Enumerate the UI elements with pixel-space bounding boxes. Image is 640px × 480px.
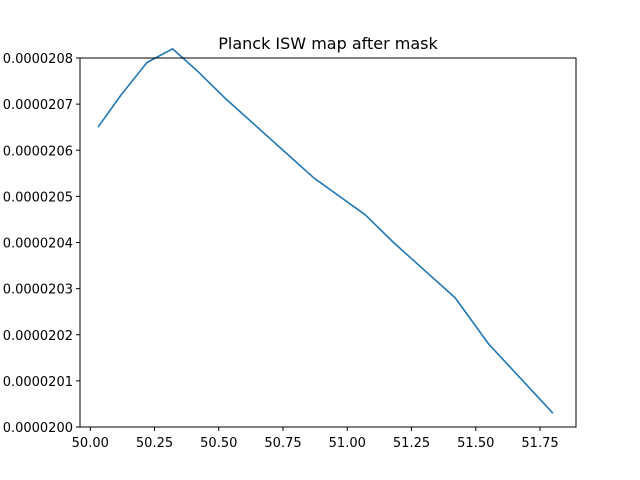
plot-area [97,47,554,414]
x-axis: 50.00 50.25 50.50 50.75 51.00 51.25 51.50 51.75 [72,427,559,451]
x-tick-label: 51.50 [457,436,494,451]
y-tick-label: 0.0000204 [3,237,73,252]
x-tick-label: 51.00 [329,436,366,451]
x-tick-label: 50.00 [72,436,109,451]
chart-title: Planck ISW map after mask [218,34,438,53]
y-tick-label: 0.0000206 [3,144,73,159]
y-axis: 0.0000200 0.0000201 0.0000202 0.0000203 0.00… [3,52,80,436]
x-tick-label: 51.25 [393,436,430,451]
plot-frame [79,57,577,428]
x-tick-label: 50.50 [200,436,237,451]
y-tick-label: 0.0000205 [3,190,73,205]
y-tick-label: 0.0000207 [3,98,73,113]
series-line [97,47,554,414]
y-tick-label: 0.0000201 [3,375,73,390]
x-tick-label: 50.25 [136,436,173,451]
x-tick-label: 50.75 [264,436,301,451]
y-tick-label: 0.0000200 [3,421,73,436]
y-tick-label: 0.0000202 [3,329,73,344]
x-tick-label: 51.75 [521,436,558,451]
y-tick-label: 0.0000203 [3,283,73,298]
y-tick-label: 0.0000208 [3,52,73,67]
